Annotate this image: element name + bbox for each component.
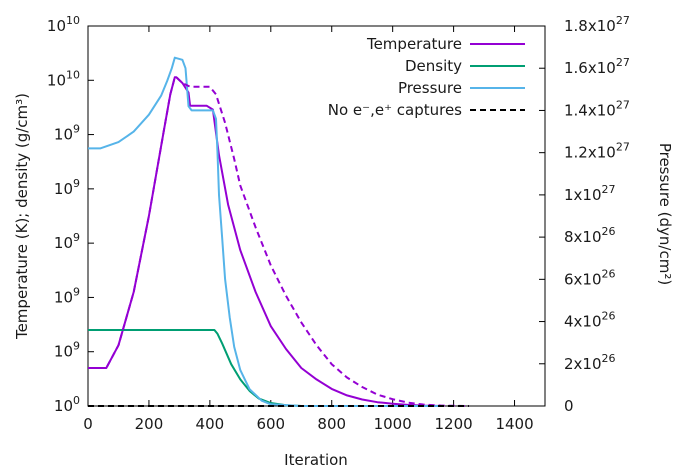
y-right-tick-label: 8x1026 (564, 225, 616, 246)
y-left-tick-label: 100 (54, 394, 80, 415)
legend: Temperature Density Pressure No e⁻,e⁺ captu… (328, 35, 525, 119)
y-right-tick-label: 2x1026 (564, 352, 616, 373)
plot-area (87, 25, 546, 407)
y-right-tick-label: 4x1026 (564, 310, 616, 331)
y-left-axis-title: Temperature (K); density (g/cm³) (13, 93, 31, 340)
y-right-tick-labels: 0 2x1026 4x1026 6x1026 8x1026 1x1027 1.2x1027 1… (564, 14, 630, 415)
y-left-tick-label: 109 (54, 340, 80, 361)
y-right-tick-label: 1x1027 (564, 183, 616, 204)
series-line-no-e-e-captures (88, 76, 469, 407)
y-right-tick-label: 1.6x1027 (564, 56, 630, 77)
x-tick-label: 200 (135, 415, 164, 433)
x-tick-labels: 0 200 400 600 800 1000 1200 1400 (83, 415, 533, 433)
legend-label: Temperature (366, 35, 462, 53)
y-right-tick-label: 1.4x1027 (564, 98, 630, 119)
legend-label: No e⁻,e⁺ captures (328, 101, 462, 119)
y-left-tick-label: 109 (54, 123, 80, 144)
y-right-tick-label: 0 (564, 397, 574, 415)
x-tick-label: 1000 (374, 415, 412, 433)
x-tick-label: 0 (83, 415, 93, 433)
tick-marks (87, 25, 545, 407)
legend-label: Pressure (398, 79, 462, 97)
x-tick-label: 800 (317, 415, 346, 433)
y-left-tick-label: 109 (54, 231, 80, 252)
y-right-tick-label: 1.2x1027 (564, 141, 630, 162)
series-layer (88, 56, 469, 407)
x-tick-label: 1200 (435, 415, 473, 433)
y-right-axis-title: Pressure (dyn/cm²) (656, 143, 674, 285)
x-tick-label: 600 (256, 415, 285, 433)
series-line-pressure (88, 56, 442, 407)
y-left-tick-label: 109 (54, 177, 80, 198)
y-right-tick-label: 1.8x1027 (564, 14, 630, 35)
y-left-tick-label: 109 (54, 285, 80, 306)
y-left-tick-label: 1010 (47, 68, 80, 89)
legend-label: Density (405, 57, 462, 75)
x-axis-title: Iteration (284, 451, 348, 469)
y-left-tick-labels: 100 109 109 109 109 109 1010 1010 (47, 14, 80, 415)
y-right-tick-label: 6x1026 (564, 267, 616, 288)
x-tick-label: 400 (196, 415, 225, 433)
y-left-tick-label: 1010 (47, 14, 80, 35)
x-tick-label: 1400 (495, 415, 533, 433)
